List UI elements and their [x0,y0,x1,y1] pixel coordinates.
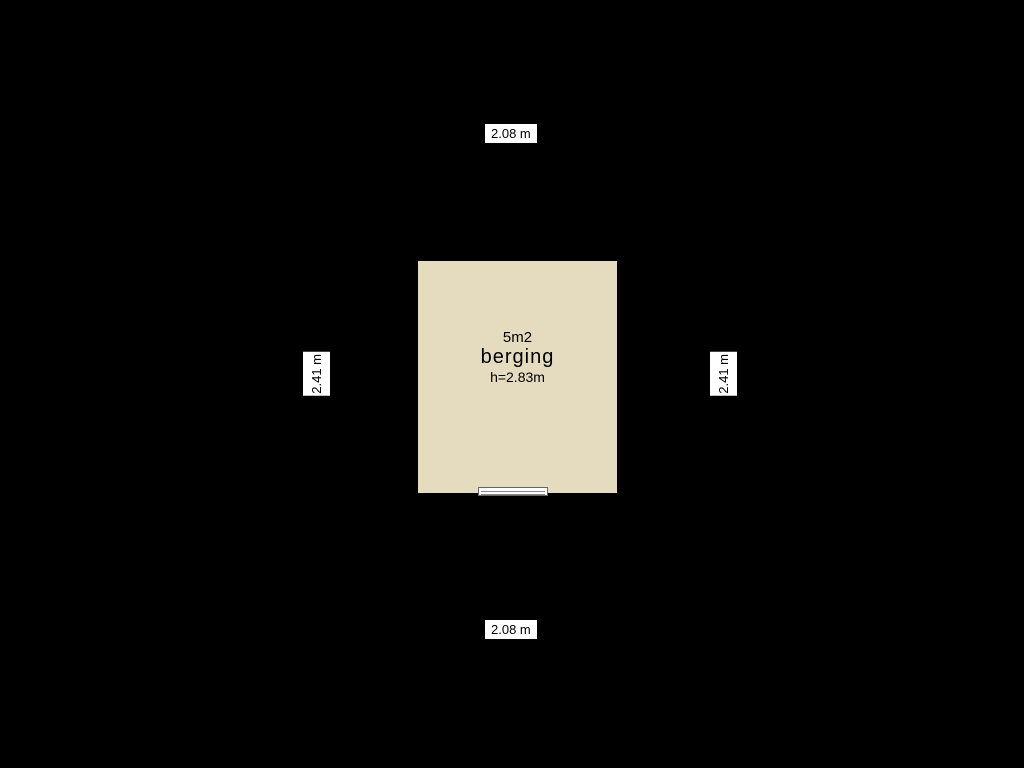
dimension-top: 2.08 m [485,124,537,143]
door-line-pattern [481,488,545,495]
dimension-right: 2.41 m [710,352,737,396]
room-name-label: berging [418,346,617,369]
room-area-label: 5m2 [418,329,617,346]
room-text-block: 5m2 berging h=2.83m [418,329,617,385]
dimension-bottom: 2.08 m [485,620,537,639]
room-height-label: h=2.83m [418,369,617,385]
door-threshold [478,487,548,496]
room-berging: 5m2 berging h=2.83m [415,258,620,496]
dimension-left: 2.41 m [303,352,330,396]
